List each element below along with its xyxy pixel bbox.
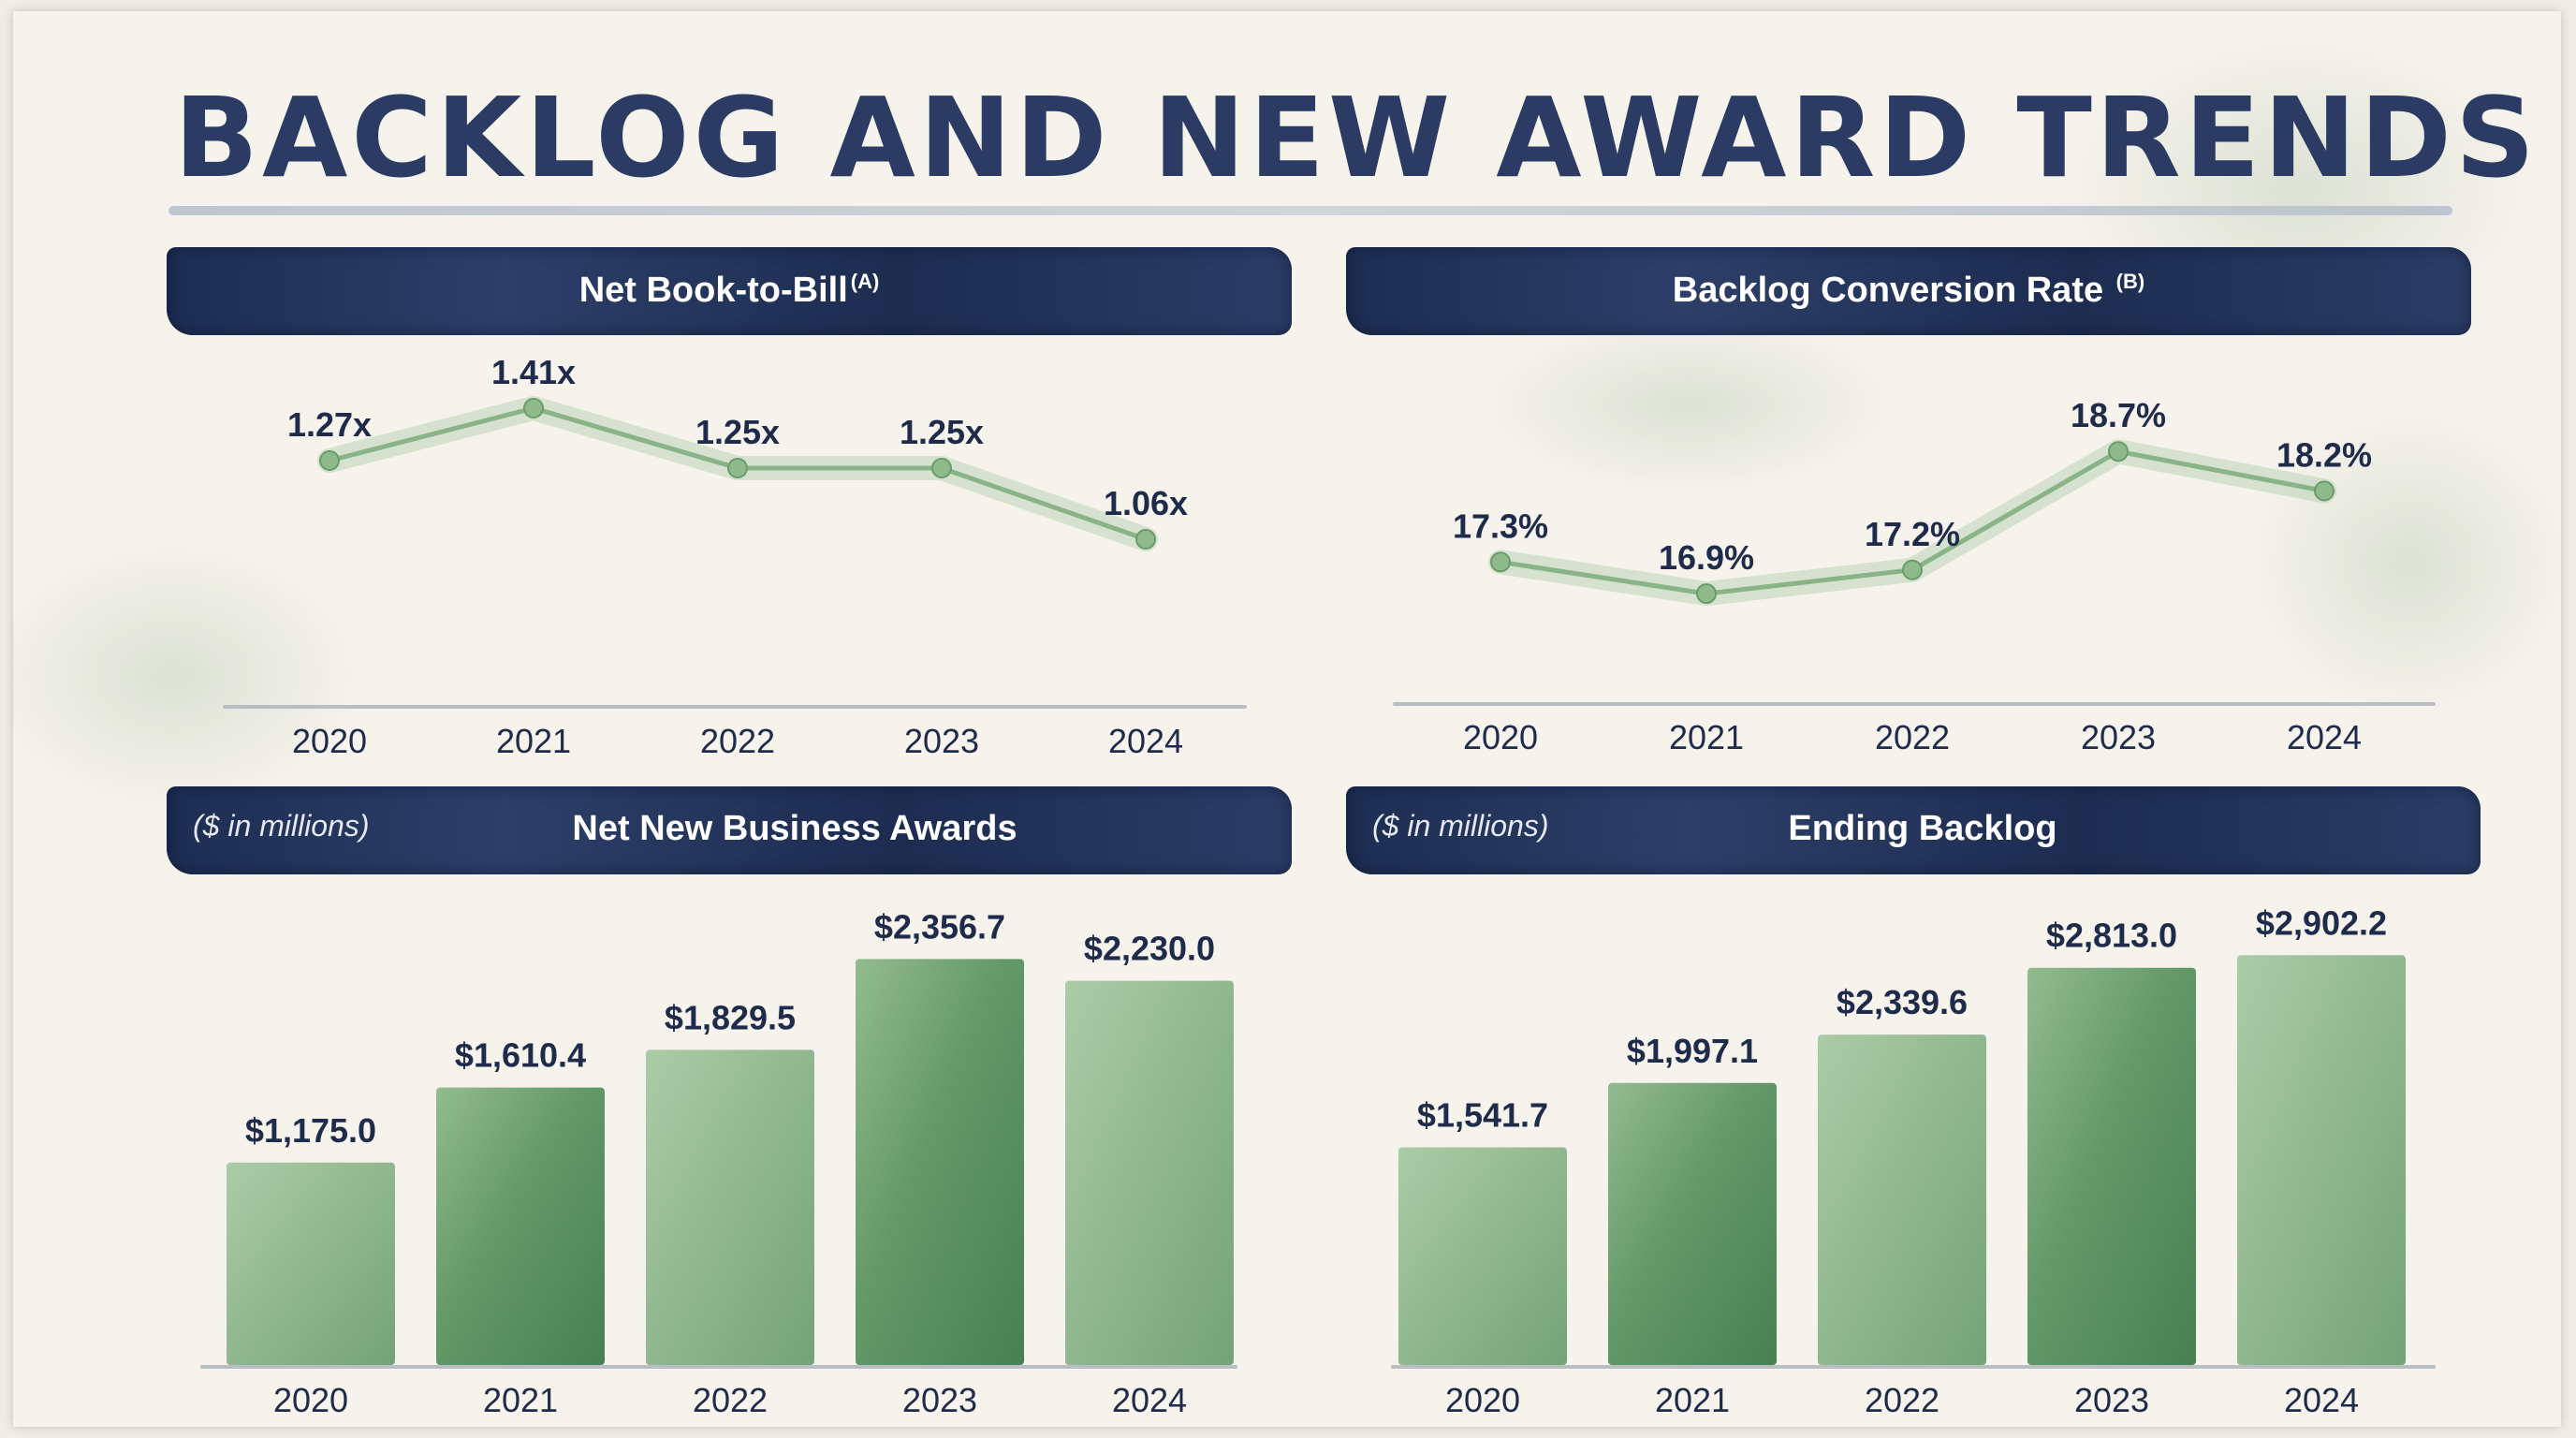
watercolor-wash [13,536,369,816]
book_to_bill-point-2022 [727,458,748,478]
conversion-tick-label-2021: 2021 [1669,718,1744,756]
awards-data-label-2022: $1,829.5 [665,998,796,1036]
book_to_bill-data-label-2020: 1.27x [287,405,372,444]
awards-bar-2024 [1065,980,1234,1365]
watercolor-wash [2241,404,2561,723]
backlog-tick-label-2024: 2024 [2284,1381,2359,1419]
book_to_bill-tick-label-2020: 2020 [292,722,367,760]
awards-tick-label-2024: 2024 [1112,1381,1187,1419]
backlog-data-label-2021: $1,997.1 [1627,1032,1758,1070]
book_to_bill-data-label-2024: 1.06x [1104,484,1188,522]
book_to_bill-tick-label-2022: 2022 [700,722,775,760]
awards-bar-2022 [646,1049,814,1365]
conversion-point-2020 [1490,551,1511,573]
conversion-data-label-2024: 18.2% [2276,435,2372,474]
conversion-rate-title: Backlog Conversion Rate [1672,271,2114,310]
awards-tick-label-2023: 2023 [902,1381,977,1419]
conversion-data-label-2023: 18.7% [2071,396,2166,434]
book_to_bill-point-2023 [931,458,952,478]
conversion-data-label-2022: 17.2% [1865,515,1960,553]
awards-tick-label-2020: 2020 [273,1381,348,1419]
footnote-a: (A) [850,270,880,293]
book_to_bill-tick-label-2021: 2021 [496,722,571,760]
book_to_bill-tick-label-2024: 2024 [1108,722,1183,760]
banner-title-conversion-rate: Backlog Conversion Rate (B) [1346,270,2471,311]
backlog-bar-2023 [2027,967,2196,1365]
conversion-tick-label-2024: 2024 [2287,718,2362,756]
conversion-tick-label-2022: 2022 [1875,718,1950,756]
title-underline [168,206,2452,215]
book_to_bill-point-2024 [1135,529,1156,550]
awards-data-label-2020: $1,175.0 [245,1111,376,1150]
backlog-bar-2022 [1818,1034,1986,1365]
conversion-tick-label-2020: 2020 [1463,718,1538,756]
backlog-bar-2024 [2237,955,2406,1365]
units-note-backlog: ($ in millions) [1372,809,1549,843]
banner-conversion-rate: Backlog Conversion Rate (B) [1346,247,2471,335]
banner-ending-backlog: ($ in millions) Ending Backlog [1346,786,2481,874]
banner-new-business-awards: ($ in millions) Net New Business Awards [167,786,1292,874]
conversion-point-2023 [2108,441,2129,462]
conversion-point-2021 [1696,583,1717,605]
book_to_bill-tick-label-2023: 2023 [904,722,979,760]
conversion-tick-label-2023: 2023 [2081,718,2156,756]
book_to_bill-point-2021 [523,398,544,418]
awards-tick-label-2021: 2021 [483,1381,558,1419]
footnote-b: (B) [2115,270,2145,293]
units-note-awards: ($ in millions) [193,809,370,843]
backlog-tick-label-2022: 2022 [1865,1381,1939,1419]
backlog-tick-label-2021: 2021 [1655,1381,1730,1419]
conversion-point-2022 [1902,559,1923,580]
awards-tick-label-2022: 2022 [693,1381,768,1419]
backlog-data-label-2023: $2,813.0 [2046,917,2177,955]
backlog-title: Ending Backlog [1788,809,2057,848]
backlog-data-label-2022: $2,339.6 [1837,983,1968,1021]
awards-title: Net New Business Awards [572,809,1017,848]
book_to_bill-data-label-2021: 1.41x [491,353,576,391]
banner-title-book-to-bill: Net Book-to-Bill (A) [167,270,1292,311]
banner-title-awards: Net New Business Awards [298,809,1292,849]
conversion-data-label-2020: 17.3% [1453,506,1548,545]
awards-data-label-2024: $2,230.0 [1084,930,1215,968]
awards-bar-2021 [436,1087,605,1365]
book_to_bill-data-label-2023: 1.25x [900,413,984,451]
backlog-data-label-2020: $1,541.7 [1417,1095,1548,1134]
backlog-bar-2020 [1398,1147,1567,1365]
conversion-point-2024 [2314,480,2334,502]
backlog-tick-label-2023: 2023 [2074,1381,2149,1419]
banner-book-to-bill: Net Book-to-Bill (A) [167,247,1292,335]
awards-data-label-2021: $1,610.4 [455,1036,586,1075]
backlog-bar-2021 [1608,1082,1777,1365]
book_to_bill-data-label-2022: 1.25x [695,413,780,451]
conversion-data-label-2021: 16.9% [1659,538,1754,577]
page-title: BACKLOG AND NEW AWARD TRENDS [174,73,2539,202]
awards-bar-2020 [227,1162,395,1365]
backlog-data-label-2024: $2,902.2 [2256,903,2387,942]
banner-title-backlog: Ending Backlog [1365,809,2481,849]
backlog-tick-label-2020: 2020 [1445,1381,1520,1419]
awards-bar-2023 [856,959,1024,1365]
watercolor-wash [1473,311,1904,498]
book_to_bill-point-2020 [319,450,340,471]
awards-data-label-2023: $2,356.7 [874,907,1005,946]
book-to-bill-title: Net Book-to-Bill [578,271,848,310]
